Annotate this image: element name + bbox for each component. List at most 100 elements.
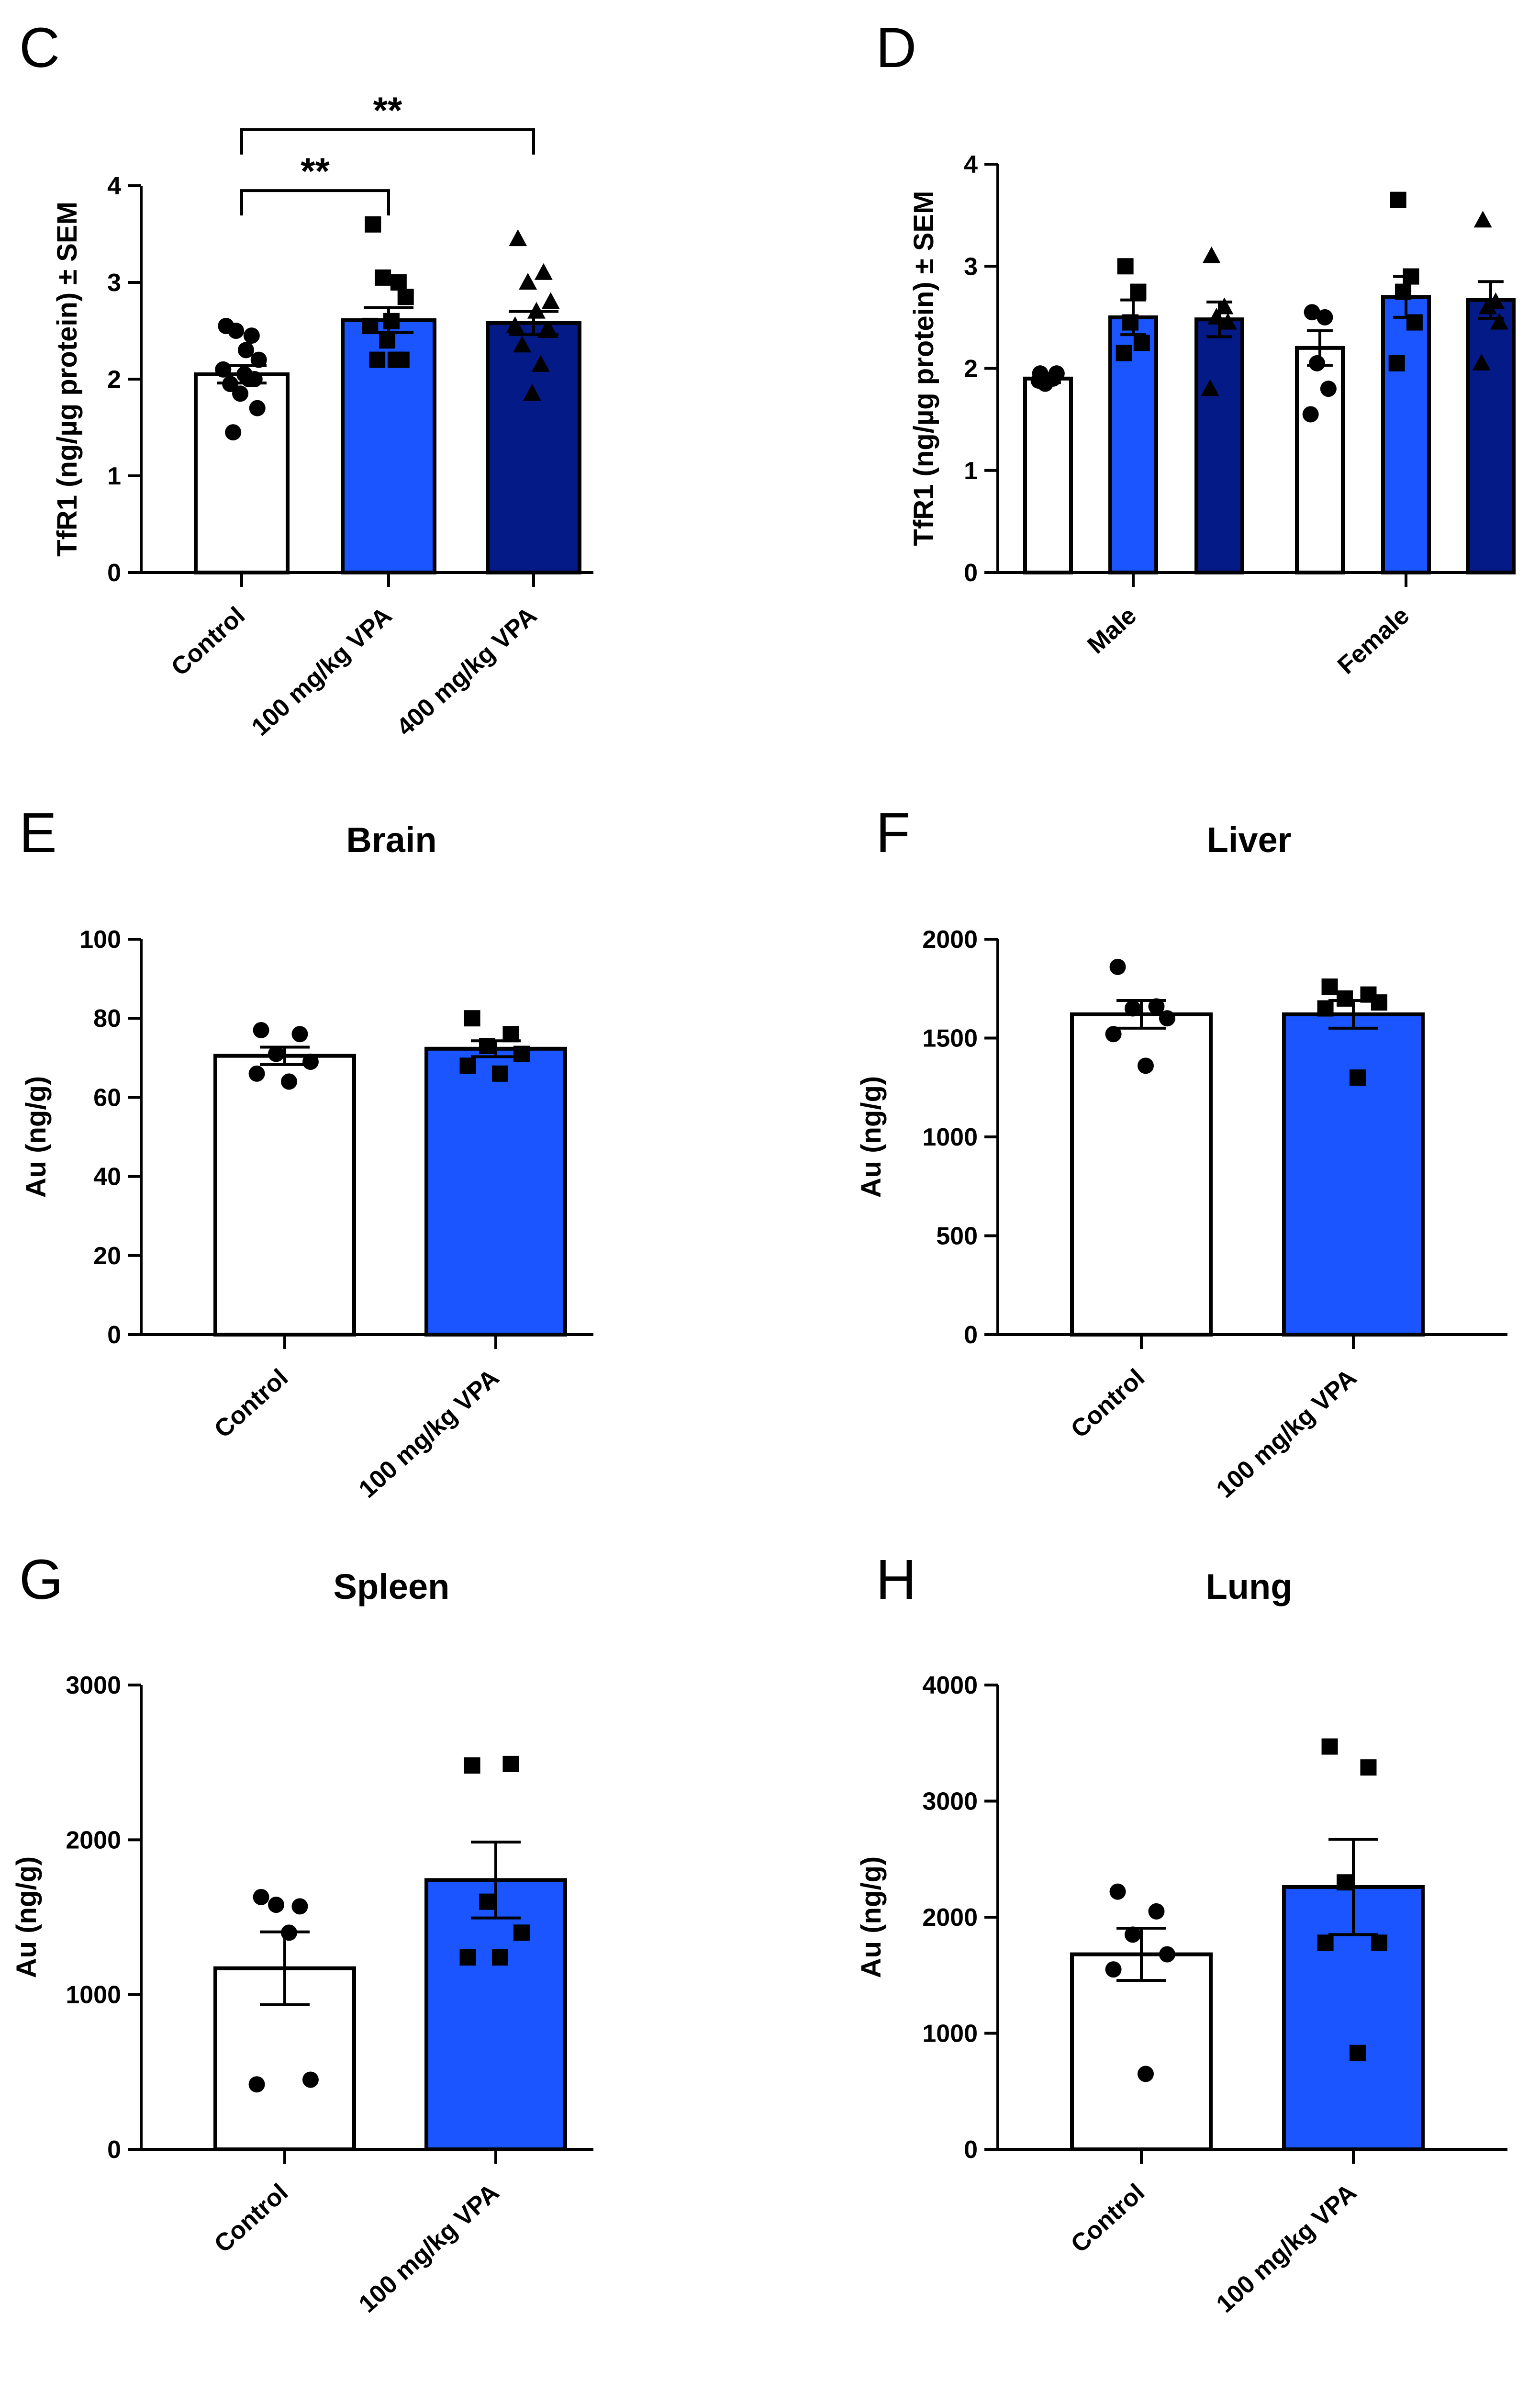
bar-vpa400	[486, 321, 581, 574]
panel-letter: C	[19, 16, 60, 79]
data-point	[1202, 246, 1221, 263]
bar-vpa400	[1466, 298, 1516, 574]
data-point	[1317, 1000, 1334, 1017]
data-point	[1048, 365, 1065, 382]
data-point	[375, 269, 391, 286]
data-point	[502, 1755, 519, 1772]
data-point	[527, 302, 546, 319]
data-point	[1390, 191, 1406, 208]
data-point	[383, 313, 400, 329]
y-tick-label: 1000	[922, 2020, 978, 2048]
y-axis-label: TfR1 (ng/µg protein) ± SEM	[908, 191, 939, 546]
data-point	[1159, 1946, 1175, 1963]
significance-label: **	[301, 150, 330, 192]
data-point	[1105, 1961, 1122, 1978]
data-point	[1218, 313, 1237, 330]
data-point	[506, 316, 524, 333]
x-tick-label: Control	[1066, 1364, 1150, 1444]
data-point	[459, 1057, 476, 1074]
x-tick-label: 100 mg/kg VPA	[1211, 2179, 1362, 2318]
data-point	[1317, 309, 1333, 326]
data-point	[1395, 283, 1412, 300]
data-point	[1473, 211, 1492, 228]
data-point	[248, 2076, 265, 2093]
y-tick-label: 0	[964, 1321, 978, 1349]
data-point	[1117, 258, 1134, 275]
y-axis-label: TfR1 (ng/µg protein) ± SEM	[52, 202, 83, 557]
data-point	[243, 327, 260, 344]
y-axis-label: Au (ng/g)	[21, 1076, 52, 1198]
data-point	[1133, 335, 1150, 351]
data-point	[268, 1045, 285, 1062]
data-point	[1406, 314, 1423, 331]
data-point	[513, 1045, 530, 1062]
y-axis-label: Au (ng/g)	[856, 1856, 887, 1978]
y-tick-label: 3000	[66, 1672, 121, 1699]
data-point	[523, 384, 542, 401]
data-point	[1349, 1069, 1366, 1086]
y-tick-label: 2000	[922, 1904, 978, 1932]
data-point	[397, 289, 414, 305]
bar-control	[213, 1054, 356, 1337]
data-point	[519, 273, 537, 290]
data-point	[464, 1010, 480, 1027]
data-point	[302, 2071, 319, 2088]
x-tick-label: 100 mg/kg VPA	[246, 602, 397, 742]
data-point	[1137, 1057, 1154, 1074]
data-point	[1109, 1883, 1126, 1900]
y-tick-label: 60	[93, 1084, 121, 1112]
data-point	[1030, 372, 1047, 389]
data-point	[215, 361, 232, 378]
data-point	[534, 263, 553, 280]
data-point	[513, 1924, 530, 1941]
panel-letter: F	[876, 801, 910, 865]
x-tick-label: Control	[1066, 2179, 1150, 2258]
chart-panel-e: E Brain 0 20 40 60 80 100 Au (ng/g) Control 100 mg…	[19, 801, 593, 1504]
data-point	[248, 1065, 265, 1082]
data-point	[240, 371, 257, 387]
data-point	[1109, 958, 1126, 975]
y-tick-label: 3000	[922, 1788, 978, 1816]
data-point	[249, 400, 266, 416]
x-tick-label: Male	[1082, 602, 1142, 659]
data-point	[479, 1893, 496, 1910]
y-tick-label: 0	[107, 2136, 121, 2164]
data-point	[1105, 1026, 1122, 1043]
y-tick-label: 1000	[66, 1981, 121, 2009]
significance-label: **	[373, 89, 402, 131]
data-point	[280, 1924, 297, 1941]
y-tick-label: 1	[107, 462, 121, 490]
data-point	[1337, 1874, 1353, 1891]
data-point	[1337, 990, 1353, 1007]
data-point	[541, 292, 560, 309]
bar-control	[194, 372, 290, 575]
chart-title: Lung	[1206, 1567, 1293, 1607]
data-point	[513, 336, 532, 353]
data-point	[369, 351, 386, 368]
significance-bracket	[240, 189, 390, 216]
y-tick-label: 1000	[922, 1124, 978, 1151]
data-point	[1125, 1926, 1141, 1943]
y-tick-label: 4000	[922, 1672, 978, 1699]
data-point	[1388, 355, 1405, 371]
chart-panel-d: D 0 1 2 3 4 TfR1 (ng/µg protein) ± SEM Male Fema…	[876, 16, 1516, 680]
data-point	[1207, 307, 1226, 325]
y-tick-label: 1500	[922, 1025, 978, 1053]
data-point	[1309, 355, 1326, 371]
y-tick-label: 80	[93, 1005, 121, 1033]
x-tick-label: Control	[209, 2179, 293, 2258]
y-tick-label: 0	[107, 559, 121, 587]
data-point	[1302, 406, 1319, 423]
data-point	[1403, 268, 1419, 285]
x-tick-label: 400 mg/kg VPA	[391, 602, 542, 742]
y-tick-label: 4	[107, 172, 121, 200]
y-tick-label: 0	[964, 2136, 978, 2164]
data-point	[365, 216, 381, 233]
bar-vpa400	[1194, 317, 1244, 574]
data-point	[1215, 297, 1234, 315]
data-point	[1159, 1010, 1175, 1027]
data-point	[502, 1026, 519, 1043]
data-point	[291, 1026, 308, 1043]
data-point	[253, 1888, 269, 1905]
y-tick-label: 0	[964, 559, 978, 587]
